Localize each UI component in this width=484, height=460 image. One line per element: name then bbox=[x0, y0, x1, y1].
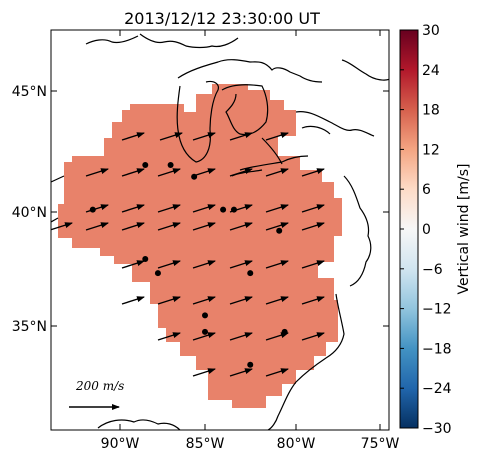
station-marker bbox=[247, 361, 254, 368]
wind-vector bbox=[265, 260, 289, 269]
map-frame bbox=[50, 29, 390, 431]
wind-vector bbox=[265, 222, 289, 231]
wind-vector bbox=[121, 168, 145, 177]
station-marker bbox=[276, 227, 283, 234]
wind-field-area bbox=[58, 84, 342, 408]
station-marker bbox=[167, 162, 174, 168]
colorbar-tick-label: −30 bbox=[422, 421, 452, 437]
wind-vector bbox=[85, 168, 109, 177]
lon-tick-label: 80°W bbox=[277, 436, 316, 452]
colorbar-tick-label: 6 bbox=[422, 182, 431, 198]
wind-vector-arrows bbox=[51, 132, 325, 377]
lat-tick-label: 45°N bbox=[12, 84, 47, 100]
wind-vector bbox=[192, 204, 216, 213]
colorbar-tick-label: 12 bbox=[422, 142, 440, 158]
colorbar-tick-label: 0 bbox=[422, 222, 431, 238]
wind-vector bbox=[159, 132, 183, 141]
wind-vector bbox=[192, 168, 216, 177]
lat-tick-marks bbox=[51, 90, 389, 327]
wind-vector bbox=[265, 296, 289, 305]
wind-vector bbox=[85, 222, 109, 231]
colorbar-label: Vertical wind [m/s] bbox=[456, 164, 472, 295]
wind-vector bbox=[301, 168, 325, 177]
wind-vector bbox=[229, 296, 253, 305]
wind-vector bbox=[51, 222, 73, 231]
station-marker bbox=[202, 328, 208, 335]
wind-vector bbox=[121, 132, 145, 141]
wind-vector bbox=[265, 168, 289, 177]
wind-vector bbox=[265, 132, 289, 141]
colorbar-tick-label: 30 bbox=[422, 23, 440, 39]
wind-vector bbox=[157, 168, 181, 177]
wind-vector bbox=[157, 204, 181, 213]
station-marker bbox=[89, 206, 96, 213]
station-marker bbox=[191, 173, 198, 180]
wind-vector bbox=[192, 332, 216, 341]
wind-vector bbox=[301, 332, 325, 341]
wind-vector bbox=[192, 296, 216, 305]
lon-tick-label: 90°W bbox=[101, 436, 140, 452]
wind-vector bbox=[229, 260, 253, 269]
wind-vector bbox=[301, 222, 325, 231]
station-marker bbox=[247, 270, 254, 277]
wind-vector bbox=[301, 204, 325, 213]
wind-vector bbox=[192, 222, 216, 231]
station-marker bbox=[142, 162, 149, 168]
wind-vector bbox=[192, 368, 216, 377]
wind-vector bbox=[229, 168, 253, 177]
wind-vector bbox=[301, 260, 325, 269]
lon-tick-label: 75°W bbox=[361, 436, 400, 452]
lon-tick-label: 85°W bbox=[186, 436, 225, 452]
coastlines bbox=[51, 33, 389, 430]
lat-tick-label: 40°N bbox=[12, 205, 47, 221]
wind-vector bbox=[301, 296, 325, 305]
wind-vector bbox=[229, 222, 253, 231]
station-marker bbox=[281, 328, 288, 335]
colorbar-tick-label: 24 bbox=[422, 63, 440, 79]
wind-vector bbox=[157, 296, 181, 305]
station-marker bbox=[202, 312, 208, 319]
wind-vector bbox=[229, 332, 253, 341]
station-marker bbox=[220, 206, 227, 213]
wind-vector bbox=[121, 296, 145, 305]
colorbar-tick-label: −12 bbox=[422, 302, 452, 318]
wind-vector bbox=[229, 368, 253, 377]
colorbar-tick-label: −18 bbox=[422, 341, 452, 357]
wind-vector bbox=[229, 132, 253, 141]
scale-arrow-label: 200 m/s bbox=[75, 379, 124, 393]
lat-tick-label: 35°N bbox=[12, 319, 47, 335]
scale-arrow: 200 m/s bbox=[69, 379, 124, 410]
wind-vector bbox=[265, 204, 289, 213]
station-marker bbox=[154, 270, 161, 277]
lon-tick-marks bbox=[119, 30, 381, 430]
wind-vector bbox=[192, 260, 216, 269]
colorbar-ticks: 30 24 18 12 6 0 −6 −12 −18 −24 −30 bbox=[400, 23, 452, 437]
station-marker bbox=[142, 256, 149, 262]
wind-vector bbox=[121, 222, 145, 231]
colorbar-tick-label: −24 bbox=[422, 381, 452, 397]
wind-vector bbox=[121, 260, 145, 269]
wind-vector bbox=[157, 260, 181, 269]
map-title: 2013/12/12 23:30:00 UT bbox=[124, 9, 320, 28]
wind-vector bbox=[192, 132, 216, 141]
wind-vector bbox=[85, 204, 109, 213]
colorbar: 30 24 18 12 6 0 −6 −12 −18 −24 −30 Vertical wind [… bbox=[399, 23, 472, 437]
station-marker bbox=[230, 206, 237, 213]
colorbar-tick-label: −6 bbox=[422, 262, 443, 278]
station-markers bbox=[89, 162, 288, 368]
wind-vector bbox=[121, 204, 145, 213]
colorbar-tick-label: 18 bbox=[422, 103, 440, 119]
wind-vector bbox=[157, 222, 181, 231]
wind-vector bbox=[157, 332, 181, 341]
wind-vector bbox=[265, 368, 289, 377]
